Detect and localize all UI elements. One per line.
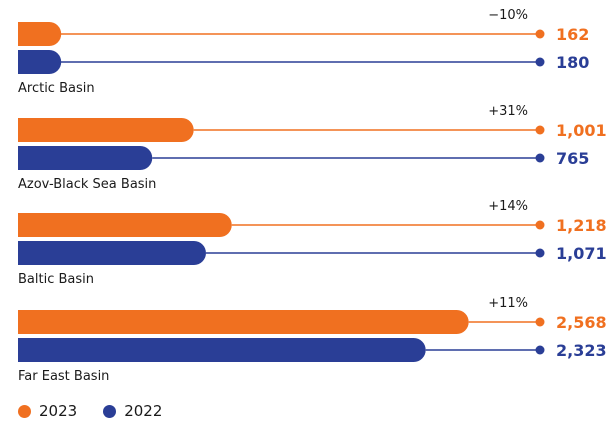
end-dot-azov-black-sea-basin-2023 [535,125,545,135]
value-label-azov-black-sea-basin-2022: 765 [556,149,589,168]
end-dot-arctic-basin-2022 [535,57,545,67]
change-label-far-east-basin: +11% [488,296,528,311]
category-label-baltic-basin: Baltic Basin [18,272,94,287]
legend-label-2023: 2023 [39,402,78,420]
bar-far-east-basin-2022 [18,338,426,362]
end-dot-baltic-basin-2022 [535,248,545,258]
change-label-baltic-basin: +14% [488,199,528,214]
legend-item-2023: 2023 [18,402,77,420]
bar-baltic-basin-2022 [18,241,206,265]
bar-arctic-basin-2023 [18,22,62,46]
change-label-azov-black-sea-basin: +31% [488,104,528,119]
bar-baltic-basin-2023 [18,213,232,237]
category-label-azov-black-sea-basin: Azov-Black Sea Basin [18,177,156,192]
end-dot-far-east-basin-2023 [535,317,545,327]
bar-far-east-basin-2023 [18,310,469,334]
change-label-arctic-basin: −10% [488,8,528,23]
bar-arctic-basin-2022 [18,50,62,74]
value-label-arctic-basin-2023: 162 [556,25,589,44]
end-dot-baltic-basin-2023 [535,220,545,230]
category-label-far-east-basin: Far East Basin [18,369,109,384]
legend-marker-2022 [103,404,117,418]
category-label-arctic-basin: Arctic Basin [18,81,95,96]
bar-azov-black-sea-basin-2022 [18,146,153,170]
bar-azov-black-sea-basin-2023 [18,118,194,142]
legend-marker-2023 [18,404,31,418]
legend-label-2022: 2022 [124,402,163,420]
value-label-far-east-basin-2022: 2,323 [556,341,607,360]
value-label-azov-black-sea-basin-2023: 1,001 [556,121,607,140]
value-label-baltic-basin-2023: 1,218 [556,216,607,235]
legend: 2023 2022 [18,402,162,420]
legend-item-2022: 2022 [103,402,162,420]
value-label-far-east-basin-2023: 2,568 [556,313,607,332]
end-dot-arctic-basin-2023 [535,29,545,39]
value-label-arctic-basin-2022: 180 [556,53,589,72]
value-label-baltic-basin-2022: 1,071 [556,244,607,263]
end-dot-azov-black-sea-basin-2022 [535,153,545,163]
end-dot-far-east-basin-2022 [535,345,545,355]
